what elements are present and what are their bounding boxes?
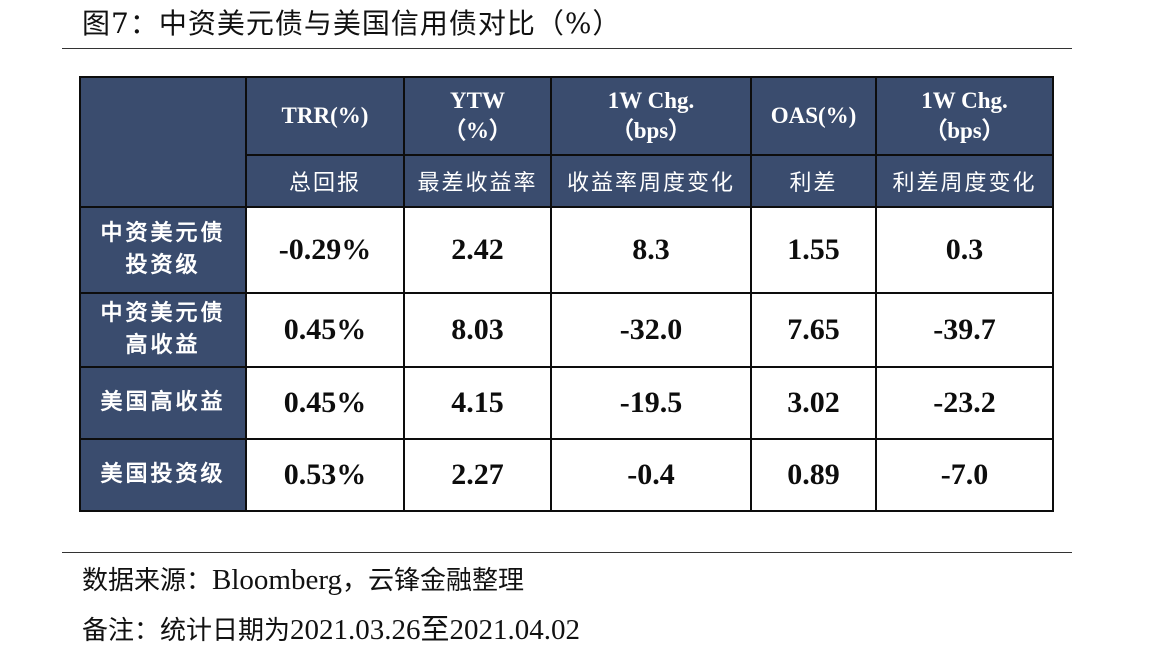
col-subheader-ytw: 最差收益率 [403, 154, 552, 208]
col-subheader-trr: 总回报 [245, 154, 405, 208]
cell-yield-chg: 8.3 [550, 206, 752, 294]
cell-ytw: 4.15 [403, 366, 552, 440]
row-label-us-hy: 美国高收益 [79, 366, 247, 440]
col-header-spread-chg-line1: 1W Chg. [921, 88, 1008, 113]
cell-yield-chg: -19.5 [550, 366, 752, 440]
col-header-oas: OAS(%) [750, 76, 877, 156]
cell-spread-chg: -23.2 [875, 366, 1054, 440]
cell-yield-chg: -0.4 [550, 438, 752, 512]
col-header-ytw-line1: YTW [450, 88, 505, 113]
table-row: 中资美元债 投资级 -0.29% 2.42 8.3 1.55 0.3 [79, 206, 1054, 294]
row-label-line2: 投资级 [125, 253, 201, 278]
cell-trr: 0.53% [245, 438, 405, 512]
row-label-cn-ig: 中资美元债 投资级 [79, 206, 247, 294]
cell-ytw: 2.42 [403, 206, 552, 294]
cell-yield-chg: -32.0 [550, 292, 752, 368]
col-subheader-spread-chg: 利差周度变化 [875, 154, 1054, 208]
col-header-ytw: YTW （%） [403, 76, 552, 156]
bottom-rule [62, 552, 1072, 553]
top-rule [62, 48, 1072, 49]
cell-oas: 0.89 [750, 438, 877, 512]
source-prefix: 数据来源： [82, 566, 213, 596]
cell-spread-chg: -7.0 [875, 438, 1054, 512]
bond-comparison-table: TRR(%) YTW （%） 1W Chg. （bps） OAS(%) 1W C… [79, 76, 1054, 512]
cell-spread-chg: -39.7 [875, 292, 1054, 368]
col-header-spread-chg: 1W Chg. （bps） [875, 76, 1054, 156]
cell-oas: 3.02 [750, 366, 877, 440]
note-prefix: 备注：统计日期为 [82, 616, 291, 646]
cell-trr: 0.45% [245, 366, 405, 440]
row-label-line2: 高收益 [125, 333, 201, 358]
row-label-line1: 美国高收益 [100, 390, 226, 415]
remark-note: 备注：统计日期为2021.03.26至2021.04.02 [82, 612, 580, 649]
col-subheader-oas: 利差 [750, 154, 877, 208]
table-row: 美国投资级 0.53% 2.27 -0.4 0.89 -7.0 [79, 438, 1054, 512]
col-header-oas-line1: OAS(%) [770, 103, 857, 128]
cell-spread-chg: 0.3 [875, 206, 1054, 294]
col-header-trr-line1: TRR(%) [281, 103, 369, 128]
row-label-us-ig: 美国投资级 [79, 438, 247, 512]
col-header-ytw-line2: （%） [443, 118, 512, 143]
row-label-cn-hy: 中资美元债 高收益 [79, 292, 247, 368]
table-row: 中资美元债 高收益 0.45% 8.03 -32.0 7.65 -39.7 [79, 292, 1054, 368]
cell-oas: 1.55 [750, 206, 877, 294]
note-dates: 2021.03.26至2021.04.02 [290, 614, 581, 646]
col-header-trr: TRR(%) [245, 76, 405, 156]
row-label-line1: 中资美元债 [100, 221, 226, 246]
figure-title: 图7：中资美元债与美国信用债对比（%） [82, 7, 622, 40]
row-label-line1: 中资美元债 [100, 301, 226, 326]
table-row: 美国高收益 0.45% 4.15 -19.5 3.02 -23.2 [79, 366, 1054, 440]
cell-trr: 0.45% [245, 292, 405, 368]
source-note: 数据来源：Bloomberg，云锋金融整理 [82, 562, 524, 599]
cell-trr: -0.29% [245, 206, 405, 294]
cell-ytw: 2.27 [403, 438, 552, 512]
source-provider: Bloomberg [212, 564, 342, 596]
source-suffix: ，云锋金融整理 [341, 566, 524, 596]
cell-oas: 7.65 [750, 292, 877, 368]
col-header-yield-chg: 1W Chg. （bps） [550, 76, 752, 156]
cell-ytw: 8.03 [403, 292, 552, 368]
row-label-line1: 美国投资级 [100, 462, 226, 487]
header-row-chinese: 总回报 最差收益率 收益率周度变化 利差 利差周度变化 [80, 154, 1054, 208]
col-header-yield-chg-line2: （bps） [610, 118, 692, 143]
col-subheader-yield-chg: 收益率周度变化 [550, 154, 752, 208]
header-corner-cell [79, 76, 247, 208]
header-row-english: TRR(%) YTW （%） 1W Chg. （bps） OAS(%) 1W C… [79, 76, 1054, 208]
col-header-yield-chg-line1: 1W Chg. [607, 88, 695, 113]
col-header-spread-chg-line2: （bps） [924, 118, 1005, 143]
